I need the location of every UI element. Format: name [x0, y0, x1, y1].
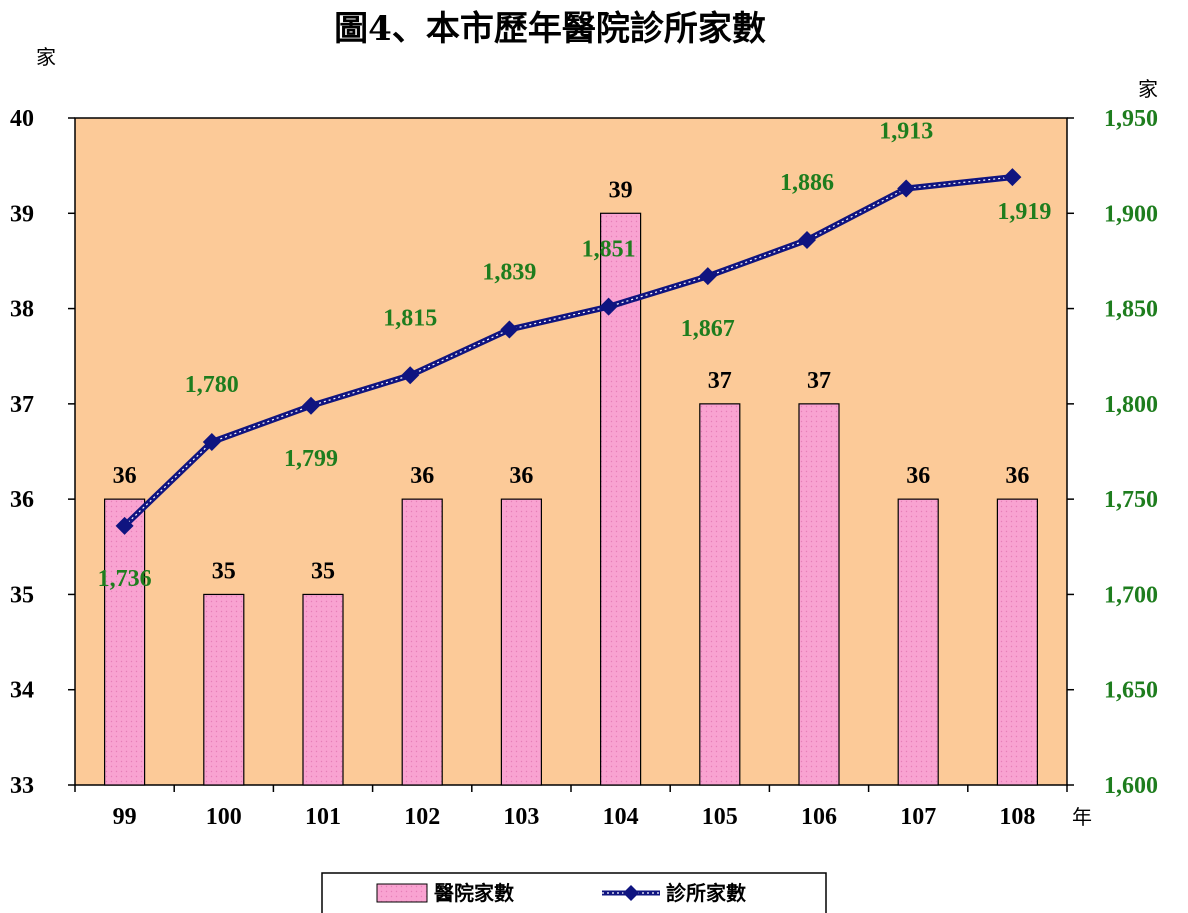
clinic-point-107: [897, 179, 916, 198]
hospital-bar-105: [699, 403, 741, 786]
hospital-value-label: 36: [113, 463, 137, 489]
hospital-value-label: 37: [708, 368, 732, 394]
clinic-value-label: 1,839: [482, 260, 536, 286]
x-tick-label: 102: [404, 804, 440, 830]
left-tick-label: 33: [10, 773, 34, 799]
hospital-value-label: 35: [311, 558, 335, 584]
hospital-value-label: 36: [1005, 463, 1029, 489]
left-tick-label: 38: [10, 297, 34, 323]
hospital-value-label: 36: [410, 463, 434, 489]
clinic-data-labels: 1,736 1,780 1,799 1,815 1,839 1,851 1,867 1,886…: [98, 119, 1052, 592]
hospital-bar-100: [203, 593, 245, 786]
x-tick-label: 101: [305, 804, 341, 830]
x-tick-label: 99: [113, 804, 137, 830]
clinic-point-100: [202, 432, 221, 451]
clinic-value-label: 1,815: [383, 305, 437, 331]
right-tick-label: 1,850: [1104, 297, 1158, 323]
hospital-value-label: 37: [807, 368, 831, 394]
x-tick-label: 104: [603, 804, 639, 830]
x-axis-ticks: 99 100 101 102 103 104 105 106 107 108: [74, 785, 1068, 830]
hospital-bar-101: [302, 593, 344, 786]
legend: 醫院家數 診所家數: [321, 872, 827, 913]
chart-title: 圖4、本市歷年醫院診所家數: [334, 9, 766, 49]
right-axis-ticks: 1,600 1,650 1,700 1,750 1,800 1,850 1,900 1,950: [1067, 106, 1158, 799]
x-tick-label: 105: [702, 804, 738, 830]
right-tick-label: 1,600: [1104, 773, 1158, 799]
legend-bar-label: 醫院家數: [434, 881, 514, 905]
right-tick-label: 1,900: [1104, 201, 1158, 227]
clinic-point-108: [1003, 168, 1022, 187]
right-tick-label: 1,650: [1104, 678, 1158, 704]
legend-diamond-icon: [623, 885, 639, 901]
right-tick-label: 1,950: [1104, 106, 1158, 132]
clinic-point-105: [698, 267, 717, 286]
clinic-value-label: 1,780: [185, 372, 239, 398]
legend-bar-swatch: [376, 883, 428, 903]
clinic-point-106: [798, 230, 816, 249]
left-axis-unit: 家: [36, 45, 56, 69]
left-axis-ticks: 33 34 35 36 37 38 39 40: [10, 106, 75, 799]
clinic-point-104: [599, 297, 618, 316]
left-tick-label: 34: [10, 678, 34, 704]
clinic-point-103: [500, 320, 519, 339]
hospital-bar-102: [401, 498, 443, 786]
clinic-line-series: [115, 168, 1022, 535]
x-tick-label: 103: [503, 804, 539, 830]
left-tick-label: 36: [10, 487, 34, 513]
x-tick-label: 106: [801, 804, 837, 830]
left-tick-label: 37: [10, 392, 34, 418]
hospital-bar-108: [996, 498, 1039, 786]
right-tick-label: 1,700: [1104, 582, 1158, 608]
clinic-line-dots: [124, 176, 1013, 527]
hospital-bar-106: [798, 403, 840, 786]
hospital-bar-103: [500, 498, 542, 786]
left-tick-label: 40: [10, 106, 34, 132]
right-tick-label: 1,800: [1104, 392, 1158, 418]
x-tick-label: 107: [900, 804, 936, 830]
clinic-point-99: [115, 516, 134, 535]
left-tick-label: 39: [10, 201, 34, 227]
legend-line-label: 診所家數: [666, 881, 746, 905]
hospital-bar-107: [897, 498, 939, 786]
x-axis-unit: 年: [1072, 805, 1092, 829]
clinic-value-label: 1,851: [582, 237, 636, 263]
clinic-value-label: 1,919: [997, 199, 1051, 225]
clinic-value-label: 1,736: [98, 566, 152, 592]
hospital-data-labels: 36 35 35 36 36 39 37 37 36 36: [113, 177, 1030, 584]
hospital-value-label: 35: [212, 558, 236, 584]
right-tick-label: 1,750: [1104, 487, 1158, 513]
clinic-value-label: 1,867: [681, 316, 735, 342]
right-axis-unit: 家: [1138, 77, 1158, 101]
clinic-value-label: 1,799: [284, 446, 338, 472]
clinic-point-101: [302, 396, 320, 415]
clinic-value-label: 1,913: [879, 119, 933, 145]
x-tick-label: 100: [206, 804, 242, 830]
hospital-value-label: 36: [509, 463, 533, 489]
hospital-bar-99: [103, 498, 146, 786]
clinic-value-label: 1,886: [780, 170, 834, 196]
hospital-value-label: 39: [609, 177, 633, 203]
clinic-point-102: [401, 366, 420, 385]
x-tick-label: 108: [999, 804, 1035, 830]
hospital-bars: [103, 212, 1039, 786]
left-tick-label: 35: [10, 582, 34, 608]
hospital-value-label: 36: [906, 463, 930, 489]
